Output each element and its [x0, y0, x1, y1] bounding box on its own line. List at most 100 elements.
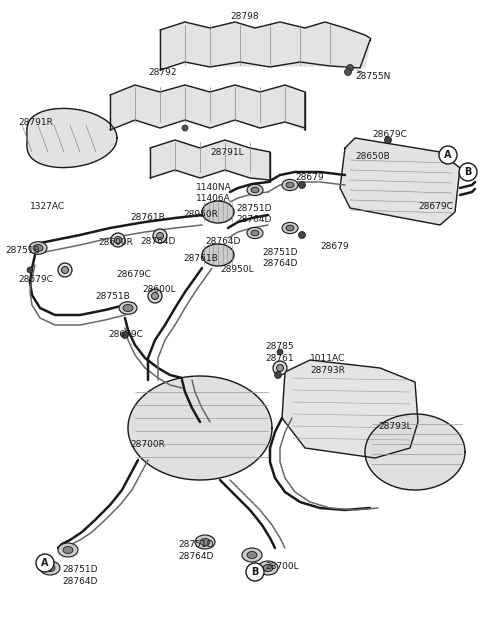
Text: 28600R: 28600R — [98, 238, 133, 247]
Text: A: A — [444, 150, 452, 160]
Ellipse shape — [251, 230, 259, 236]
Ellipse shape — [242, 548, 262, 562]
Ellipse shape — [282, 179, 298, 191]
Circle shape — [182, 125, 188, 131]
Ellipse shape — [123, 305, 133, 312]
Ellipse shape — [273, 361, 287, 375]
Polygon shape — [160, 22, 370, 70]
Ellipse shape — [200, 538, 210, 545]
Text: 28679: 28679 — [295, 173, 324, 182]
Ellipse shape — [40, 561, 60, 575]
Ellipse shape — [195, 535, 215, 549]
Ellipse shape — [119, 301, 137, 314]
Circle shape — [121, 332, 129, 339]
Ellipse shape — [202, 201, 234, 223]
Polygon shape — [282, 360, 418, 458]
Text: 1140NA: 1140NA — [196, 183, 232, 192]
Text: 28679C: 28679C — [116, 270, 151, 279]
Ellipse shape — [115, 236, 121, 243]
Text: A: A — [41, 558, 49, 568]
Text: B: B — [464, 167, 472, 177]
Text: 28791L: 28791L — [210, 148, 244, 157]
Text: 28764D: 28764D — [140, 237, 175, 246]
Ellipse shape — [258, 561, 278, 575]
Ellipse shape — [286, 225, 294, 231]
Text: 28764D: 28764D — [205, 237, 240, 246]
Text: 28791R: 28791R — [18, 118, 53, 127]
Ellipse shape — [247, 552, 257, 559]
Polygon shape — [150, 140, 270, 180]
Text: 28761: 28761 — [265, 354, 294, 363]
Polygon shape — [128, 376, 272, 480]
Circle shape — [27, 267, 33, 273]
Ellipse shape — [286, 182, 294, 188]
Text: 28764D: 28764D — [236, 215, 271, 224]
Ellipse shape — [152, 293, 158, 300]
Text: 28700R: 28700R — [130, 440, 165, 449]
Circle shape — [246, 563, 264, 581]
Text: 28600L: 28600L — [142, 285, 176, 294]
Ellipse shape — [63, 547, 73, 554]
Ellipse shape — [251, 187, 259, 193]
Ellipse shape — [276, 365, 284, 372]
Text: 1011AC: 1011AC — [310, 354, 345, 363]
Circle shape — [345, 68, 351, 75]
Text: 28764D: 28764D — [62, 577, 97, 586]
Text: 28650B: 28650B — [355, 152, 390, 161]
Text: 28679C: 28679C — [418, 202, 453, 211]
Text: 28700L: 28700L — [265, 562, 299, 571]
Circle shape — [459, 163, 477, 181]
Text: B: B — [252, 567, 259, 577]
Ellipse shape — [282, 222, 298, 234]
Text: 28751D: 28751D — [62, 565, 97, 574]
Ellipse shape — [45, 564, 55, 571]
Text: 28793L: 28793L — [378, 422, 412, 431]
Ellipse shape — [33, 245, 43, 252]
Circle shape — [347, 64, 353, 71]
Circle shape — [36, 554, 54, 572]
Polygon shape — [340, 138, 460, 225]
Text: 28792: 28792 — [148, 68, 177, 77]
Circle shape — [275, 372, 281, 379]
Text: 28761B: 28761B — [183, 254, 218, 263]
Text: 28679: 28679 — [320, 242, 348, 251]
Circle shape — [299, 231, 305, 238]
Polygon shape — [110, 85, 305, 130]
Text: 11406A: 11406A — [196, 194, 231, 203]
Text: 28679C: 28679C — [372, 130, 407, 139]
Text: 28751B: 28751B — [5, 246, 40, 255]
Text: 28751B: 28751B — [95, 292, 130, 301]
Text: 28751D: 28751D — [236, 204, 272, 213]
Text: 1327AC: 1327AC — [30, 202, 65, 211]
Ellipse shape — [61, 267, 69, 274]
Ellipse shape — [111, 233, 125, 247]
Text: 28755N: 28755N — [355, 72, 390, 81]
Text: 28679C: 28679C — [18, 275, 53, 284]
Text: 28798: 28798 — [231, 12, 259, 21]
Ellipse shape — [148, 289, 162, 303]
Circle shape — [384, 137, 392, 143]
Circle shape — [277, 349, 283, 355]
Ellipse shape — [153, 229, 167, 243]
Ellipse shape — [202, 244, 234, 266]
Text: 28751D: 28751D — [178, 540, 214, 549]
Polygon shape — [27, 109, 117, 167]
Text: 28764D: 28764D — [178, 552, 214, 561]
Ellipse shape — [58, 543, 78, 557]
Text: 28679C: 28679C — [108, 330, 143, 339]
Ellipse shape — [156, 233, 164, 240]
Text: 28793R: 28793R — [310, 366, 345, 375]
Text: 28764D: 28764D — [262, 259, 298, 268]
Ellipse shape — [58, 263, 72, 277]
Text: 28950L: 28950L — [220, 265, 253, 274]
Circle shape — [299, 181, 305, 188]
Text: 28785: 28785 — [265, 342, 294, 351]
Ellipse shape — [247, 228, 263, 239]
Ellipse shape — [29, 241, 47, 254]
Ellipse shape — [263, 564, 273, 571]
Ellipse shape — [247, 185, 263, 195]
Text: 28751D: 28751D — [262, 248, 298, 257]
Text: 28761B: 28761B — [130, 213, 165, 222]
Text: 28950R: 28950R — [183, 210, 218, 219]
Polygon shape — [365, 414, 465, 490]
